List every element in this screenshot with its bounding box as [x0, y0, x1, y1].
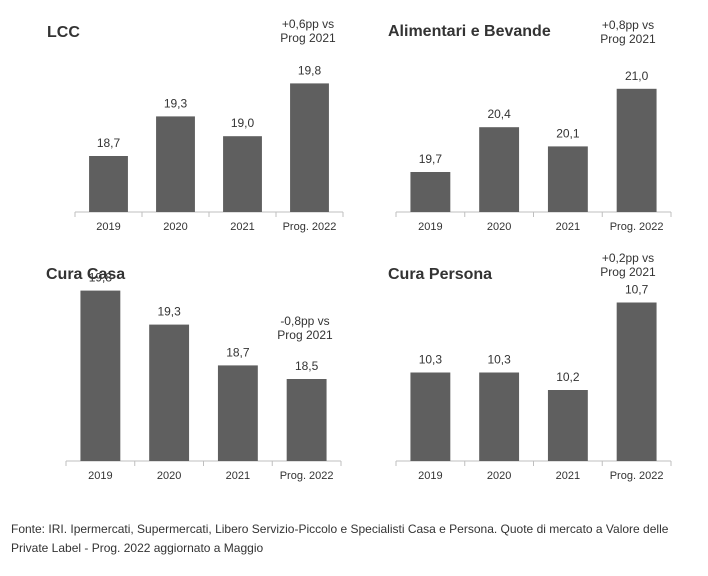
x-tick-label: 2019 [418, 221, 442, 233]
x-tick-label: 2021 [226, 470, 250, 482]
bar [616, 302, 657, 461]
annotation-text: Prog 2021 [280, 31, 336, 45]
x-tick-label: Prog. 2022 [283, 221, 337, 233]
data-label: 20,1 [556, 126, 580, 140]
chart-title: Alimentari e Bevande [388, 23, 551, 40]
x-tick-label: 2019 [418, 470, 442, 482]
bar [89, 156, 128, 212]
bar [410, 172, 451, 212]
data-label: 19,3 [157, 305, 181, 319]
x-tick-label: Prog. 2022 [280, 470, 334, 482]
source-note: Fonte: IRI. Ipermercati, Supermercati, L… [11, 520, 701, 558]
bar [547, 146, 588, 212]
data-label: 19,3 [164, 96, 188, 110]
bar [217, 365, 258, 461]
chart-title: LCC [47, 24, 80, 41]
x-tick-label: 2019 [96, 221, 120, 233]
x-tick-label: 2019 [88, 470, 112, 482]
data-label: 19,8 [89, 271, 113, 285]
bar [149, 324, 190, 461]
x-tick-label: 2020 [487, 470, 511, 482]
bar [290, 83, 329, 213]
data-label: 10,3 [419, 353, 443, 367]
data-label: 19,8 [298, 63, 322, 77]
charts-area: LCC 18,7 2019 19,3 2020 19,0 2021 19,8 Prog. 202… [46, 17, 672, 482]
x-tick-label: 2020 [157, 470, 181, 482]
data-label: 19,7 [419, 152, 443, 166]
chart-title: Cura Persona [388, 266, 492, 283]
data-label: 20,4 [487, 107, 511, 121]
data-label: 10,7 [625, 283, 649, 297]
x-tick-label: 2021 [556, 221, 580, 233]
data-label: 10,2 [556, 370, 580, 384]
bar [410, 372, 451, 461]
x-tick-label: 2020 [163, 221, 187, 233]
bar [616, 88, 657, 212]
data-label: 21,0 [625, 69, 649, 83]
x-tick-label: Prog. 2022 [610, 221, 664, 233]
bar [156, 116, 195, 212]
annotation-text: +0,8pp vs [602, 18, 654, 32]
x-tick-label: 2020 [487, 221, 511, 233]
bar [80, 290, 121, 461]
bar [223, 136, 262, 212]
data-label: 18,5 [295, 359, 319, 373]
annotation-text: Prog 2021 [600, 32, 656, 46]
annotation-text: +0,6pp vs [282, 17, 334, 31]
source-line-2: Private Label - Prog. 2022 aggiornato a … [11, 541, 264, 555]
data-label: 19,0 [231, 116, 255, 130]
data-label: 18,7 [97, 136, 121, 150]
data-label: 10,3 [487, 353, 511, 367]
x-tick-label: 2021 [230, 221, 254, 233]
bar [479, 127, 520, 212]
data-label: 18,7 [226, 345, 250, 359]
x-tick-label: Prog. 2022 [610, 470, 664, 482]
annotation-text: -0,8pp vs [280, 314, 329, 328]
x-tick-label: 2021 [556, 470, 580, 482]
annotation-text: Prog 2021 [277, 328, 333, 342]
bar [286, 379, 327, 461]
bar [479, 372, 520, 461]
annotation-text: +0,2pp vs [602, 251, 654, 265]
annotation-text: Prog 2021 [600, 265, 656, 279]
source-line-1: Fonte: IRI. Ipermercati, Supermercati, L… [11, 522, 669, 536]
bar [547, 390, 588, 461]
chart-title: Cura Casa [46, 266, 125, 283]
